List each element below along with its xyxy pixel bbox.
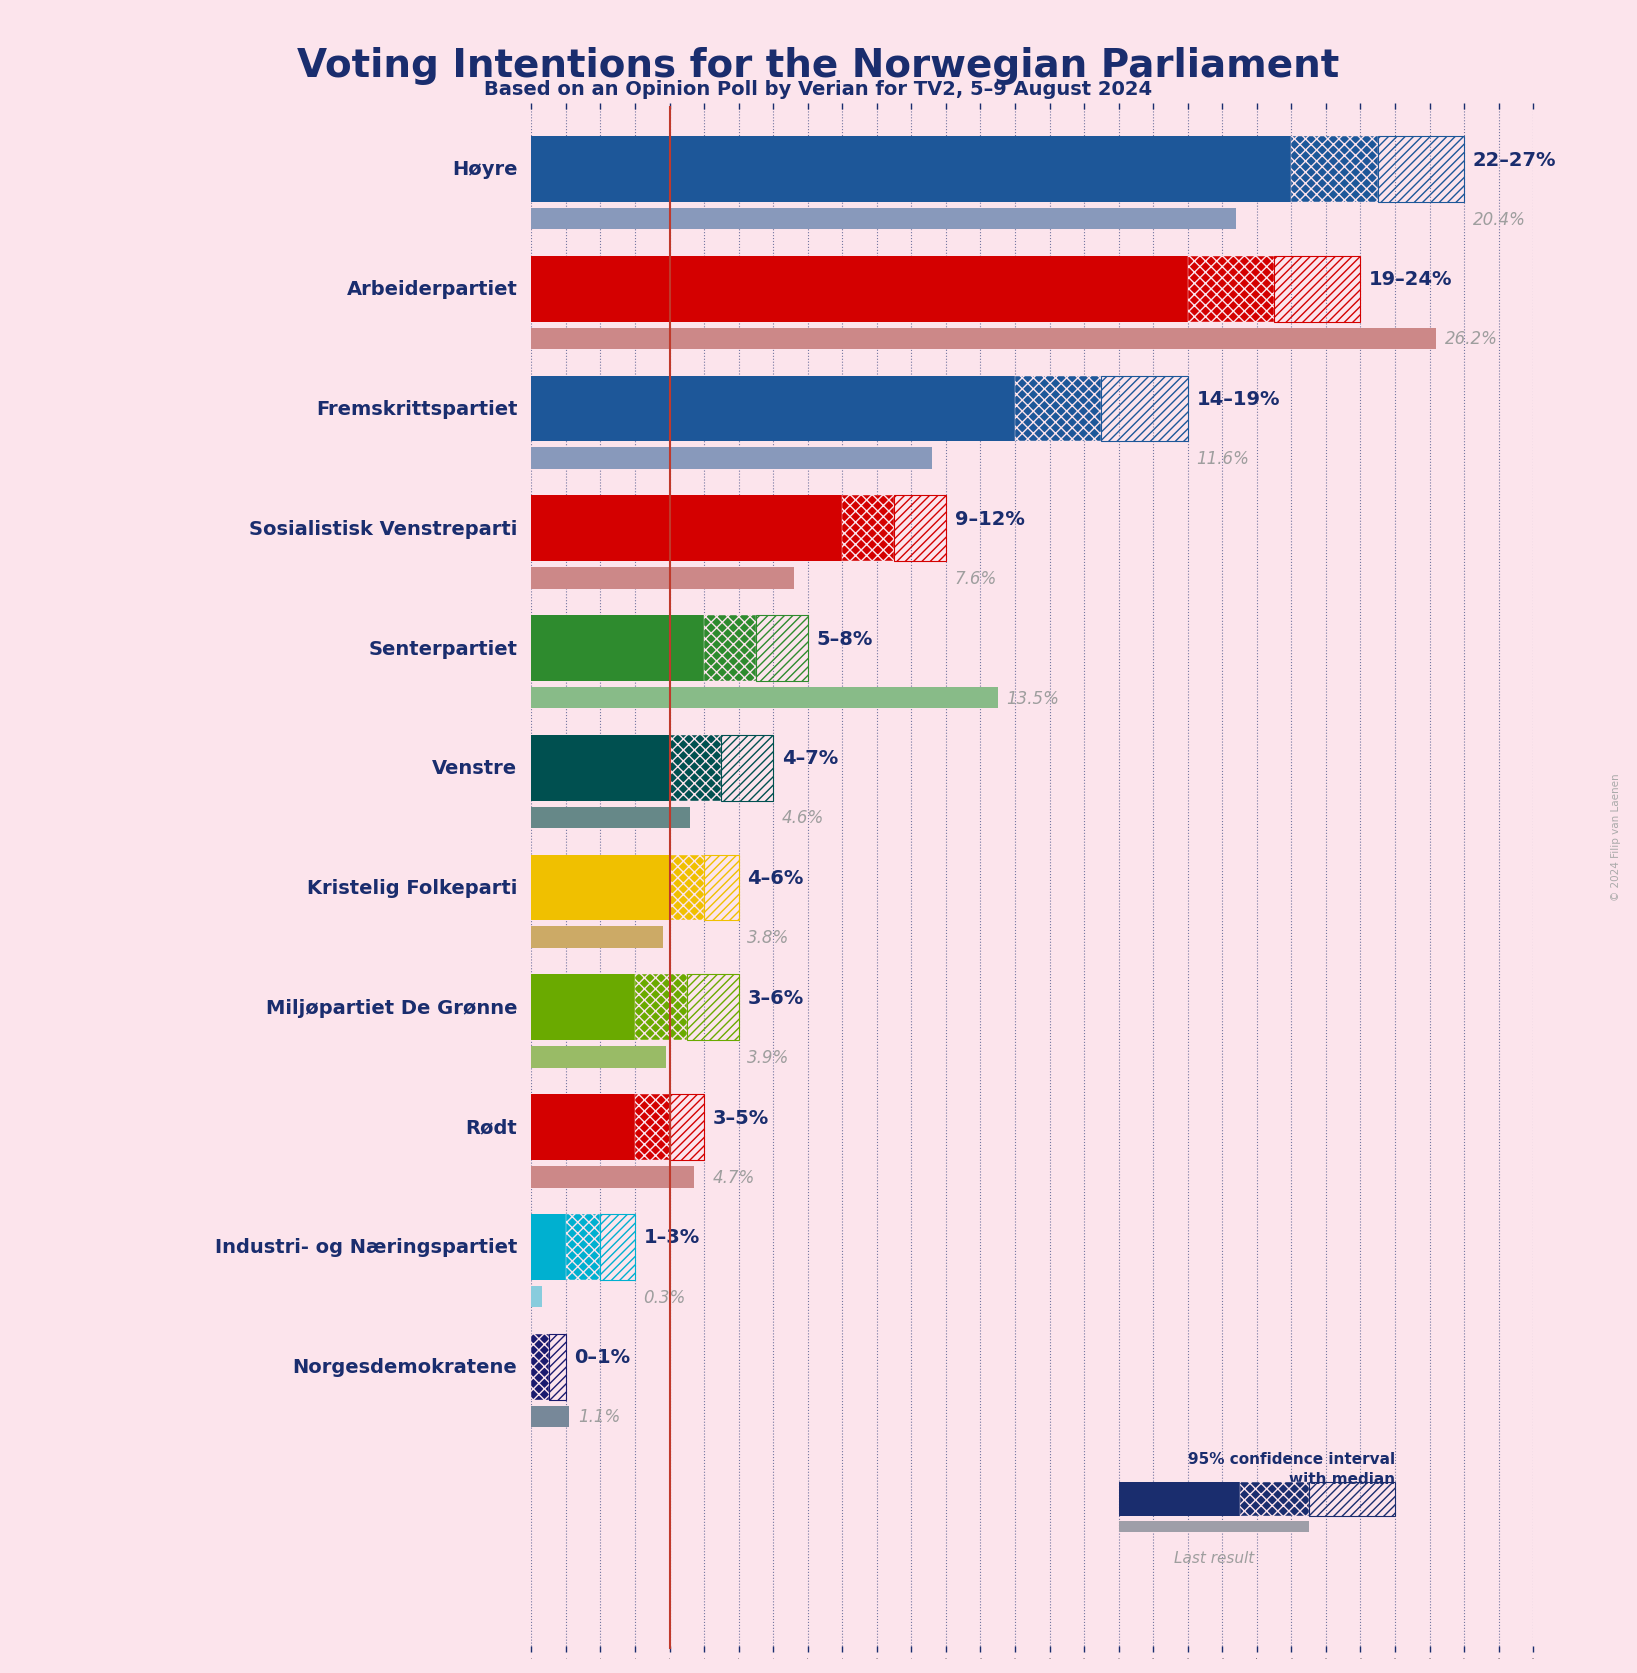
Text: 0–1%: 0–1%: [575, 1347, 630, 1367]
Bar: [1118, 1521, 1308, 1532]
Bar: [532, 808, 691, 828]
Bar: [1308, 1482, 1395, 1516]
Bar: [843, 495, 894, 562]
Text: Rødt: Rødt: [467, 1118, 517, 1138]
Bar: [532, 328, 1437, 350]
Text: 4–6%: 4–6%: [746, 868, 804, 888]
Text: Fremskrittspartiet: Fremskrittspartiet: [316, 400, 517, 418]
Text: 1.1%: 1.1%: [578, 1407, 620, 1425]
Text: Kristelig Folkeparti: Kristelig Folkeparti: [308, 878, 517, 897]
Text: 3.8%: 3.8%: [746, 929, 789, 947]
Text: 14–19%: 14–19%: [1197, 390, 1280, 408]
Text: 13.5%: 13.5%: [1007, 689, 1059, 708]
Bar: [532, 975, 635, 1041]
Bar: [532, 616, 704, 681]
Bar: [635, 1094, 670, 1161]
Text: Venstre: Venstre: [432, 760, 517, 778]
Bar: [1102, 376, 1188, 442]
Text: Høyre: Høyre: [452, 161, 517, 179]
Bar: [756, 616, 807, 681]
Text: © 2024 Filip van Laenen: © 2024 Filip van Laenen: [1611, 773, 1621, 900]
Text: Senterpartiet: Senterpartiet: [368, 639, 517, 657]
Bar: [1274, 256, 1360, 323]
Text: Norgesdemokratene: Norgesdemokratene: [293, 1357, 517, 1377]
Text: Arbeiderpartiet: Arbeiderpartiet: [347, 279, 517, 299]
Bar: [532, 1287, 542, 1308]
Text: 4.7%: 4.7%: [712, 1168, 755, 1186]
Bar: [532, 736, 670, 801]
Bar: [894, 495, 946, 562]
Bar: [1292, 137, 1378, 202]
Text: Miljøpartiet De Grønne: Miljøpartiet De Grønne: [265, 999, 517, 1017]
Text: 26.2%: 26.2%: [1445, 330, 1498, 348]
Bar: [532, 1166, 694, 1188]
Bar: [532, 137, 1292, 202]
Bar: [635, 975, 688, 1041]
Bar: [532, 495, 843, 562]
Bar: [532, 1094, 635, 1161]
Text: 3.9%: 3.9%: [746, 1049, 789, 1066]
Bar: [1015, 376, 1102, 442]
Bar: [688, 975, 738, 1041]
Bar: [1118, 1482, 1239, 1516]
Text: 4.6%: 4.6%: [782, 810, 823, 826]
Bar: [670, 736, 722, 801]
Text: 11.6%: 11.6%: [1197, 450, 1249, 468]
Bar: [532, 1047, 666, 1067]
Bar: [532, 1215, 566, 1280]
Bar: [1239, 1482, 1308, 1516]
Text: 95% confidence interval
with median: 95% confidence interval with median: [1188, 1450, 1395, 1486]
Bar: [532, 855, 670, 920]
Bar: [670, 855, 704, 920]
Bar: [1188, 256, 1274, 323]
Text: Based on an Opinion Poll by Verian for TV2, 5–9 August 2024: Based on an Opinion Poll by Verian for T…: [485, 80, 1152, 99]
Bar: [532, 448, 931, 470]
Text: Sosialistisk Venstreparti: Sosialistisk Venstreparti: [249, 519, 517, 539]
Text: 9–12%: 9–12%: [954, 510, 1025, 529]
Text: 0.3%: 0.3%: [643, 1288, 686, 1305]
Bar: [722, 736, 773, 801]
Text: Voting Intentions for the Norwegian Parliament: Voting Intentions for the Norwegian Parl…: [298, 47, 1339, 85]
Text: 1–3%: 1–3%: [643, 1228, 701, 1246]
Text: 20.4%: 20.4%: [1473, 211, 1526, 229]
Text: Industri- og Næringspartiet: Industri- og Næringspartiet: [214, 1238, 517, 1256]
Bar: [704, 616, 756, 681]
Bar: [670, 1094, 704, 1161]
Text: 3–5%: 3–5%: [712, 1108, 769, 1128]
Text: 4–7%: 4–7%: [782, 750, 838, 768]
Bar: [532, 209, 1236, 231]
Bar: [566, 1215, 601, 1280]
Bar: [548, 1333, 566, 1400]
Text: 7.6%: 7.6%: [954, 569, 997, 587]
Bar: [1378, 137, 1463, 202]
Text: Last result: Last result: [1174, 1551, 1254, 1566]
Bar: [532, 376, 1015, 442]
Bar: [532, 1405, 570, 1427]
Bar: [532, 927, 663, 949]
Text: 5–8%: 5–8%: [817, 629, 873, 647]
Bar: [532, 1333, 548, 1400]
Bar: [532, 567, 794, 589]
Bar: [532, 256, 1188, 323]
Text: 19–24%: 19–24%: [1369, 269, 1452, 289]
Bar: [601, 1215, 635, 1280]
Text: 3–6%: 3–6%: [746, 989, 804, 1007]
Text: 22–27%: 22–27%: [1473, 151, 1557, 169]
Bar: [704, 855, 738, 920]
Bar: [532, 688, 997, 709]
